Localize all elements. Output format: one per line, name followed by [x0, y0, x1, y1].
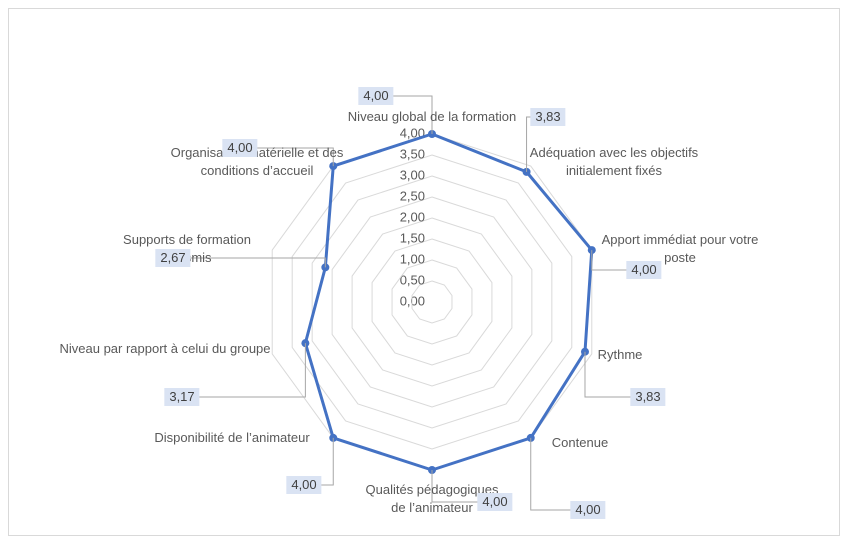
y-tick-label: 3,50: [400, 146, 425, 161]
data-label: 4,00: [570, 501, 606, 519]
grid-line: [371, 238, 493, 366]
category-label: Adéquation avec les objectifs initialeme…: [529, 145, 699, 178]
data-label: 3,83: [530, 108, 566, 126]
y-tick-label: 2,00: [400, 209, 425, 224]
leader-line: [530, 437, 588, 511]
data-label: 4,00: [477, 493, 513, 511]
data-label: 4,00: [358, 87, 394, 105]
grid-line: [351, 217, 513, 387]
category-label: Apport immédiat pour votre poste: [601, 232, 759, 265]
chart-border: [8, 8, 840, 536]
leader-line: [584, 351, 648, 398]
series-line: [303, 132, 594, 472]
grid-line: [291, 154, 573, 450]
y-tick-label: 4,00: [400, 125, 425, 140]
grid-line: [311, 175, 553, 429]
leader-line: [240, 147, 334, 167]
leader-line: [431, 470, 495, 503]
category-label: Niveau par rapport à celui du groupe: [59, 341, 271, 356]
category-label: Contenue: [551, 435, 609, 450]
y-tick-label: 2,50: [400, 188, 425, 203]
data-label: 3,83: [630, 388, 666, 406]
leader-line: [173, 257, 326, 268]
category-label: Disponibilité de l’animateur: [154, 430, 310, 445]
data-label: 4,00: [222, 139, 258, 157]
leader-line: [376, 95, 433, 134]
y-tick-label: 0,50: [400, 272, 425, 287]
category-label: Rythme: [597, 347, 643, 362]
data-label: 3,17: [164, 388, 200, 406]
y-tick-label: 1,00: [400, 251, 425, 266]
grid-line: [411, 280, 453, 324]
y-tick-label: 3,00: [400, 167, 425, 182]
category-label: Qualités pédagogiques de l’animateur: [365, 482, 499, 515]
leader-line: [182, 343, 306, 398]
grid-line: [391, 259, 473, 345]
data-label: 4,00: [626, 261, 662, 279]
grid-line: [331, 196, 533, 408]
data-label: 2,67: [155, 249, 191, 267]
category-label: Niveau global de la formation: [347, 109, 517, 124]
data-label: 4,00: [286, 476, 322, 494]
y-tick-label: 1,50: [400, 230, 425, 245]
